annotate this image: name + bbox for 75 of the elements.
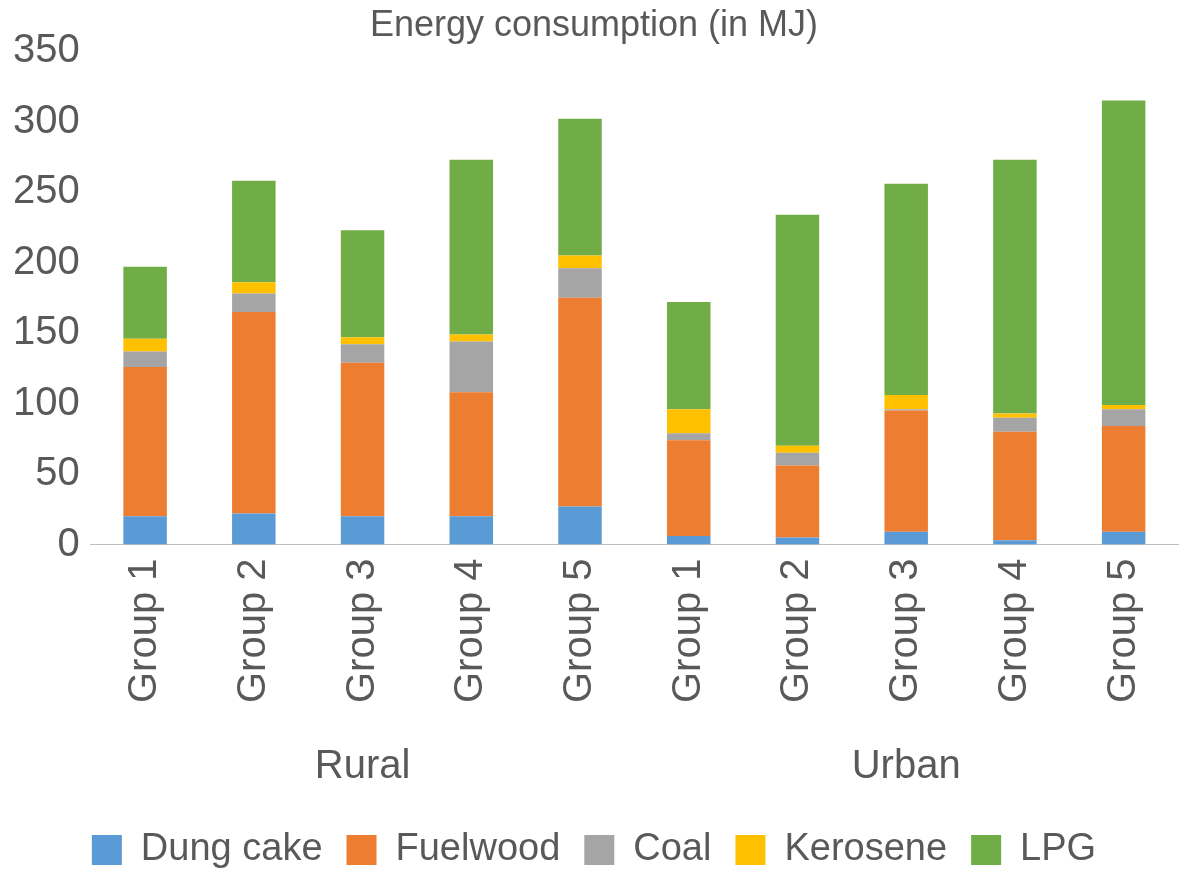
bar	[993, 159, 1037, 414]
bar	[340, 337, 385, 345]
legend-label: Fuelwood	[395, 826, 561, 869]
bar	[340, 344, 385, 363]
legend-label: Dung cake	[140, 826, 323, 869]
bar	[884, 410, 928, 532]
bar	[123, 266, 167, 339]
legend-label: Kerosene	[784, 826, 948, 869]
y-tick-label: 350	[12, 26, 80, 71]
y-tick-label: 100	[12, 378, 80, 423]
bar	[666, 409, 711, 434]
bar	[232, 311, 276, 514]
bar	[666, 536, 711, 545]
bar	[1101, 409, 1146, 427]
bar	[884, 531, 928, 545]
bar	[123, 516, 167, 545]
bar	[449, 516, 494, 545]
y-tick-label: 0	[57, 519, 80, 564]
x-tick-label: Group 1	[120, 558, 165, 703]
bar	[884, 395, 928, 410]
bar	[775, 445, 820, 453]
y-tick-label: 300	[12, 96, 80, 141]
x-tick-label: Group 3	[881, 558, 926, 703]
bar	[449, 334, 494, 342]
x-tick-label: Group 4	[989, 558, 1034, 703]
bar	[558, 118, 602, 256]
chart-title: Energy consumption (in MJ)	[369, 2, 819, 44]
bar	[993, 540, 1037, 545]
bar	[340, 516, 385, 545]
bar	[123, 366, 167, 517]
bar	[340, 230, 385, 338]
bar	[123, 351, 167, 367]
x-tick-label: Group 4	[446, 558, 491, 703]
bar	[775, 537, 820, 545]
y-tick-label: 250	[12, 167, 80, 212]
bar	[775, 452, 820, 466]
bar	[449, 392, 494, 517]
bar	[232, 180, 276, 283]
bar	[666, 433, 711, 441]
bar	[993, 413, 1037, 418]
text: Rural	[314, 742, 411, 787]
bar	[666, 302, 711, 410]
x-tick-label: Group 2	[228, 558, 273, 703]
y-tick-label: 50	[35, 449, 80, 494]
y-tick-label: 150	[12, 308, 80, 353]
legend-label: Coal	[633, 826, 712, 869]
bar	[1101, 100, 1146, 405]
bar	[558, 297, 602, 507]
bar	[232, 282, 276, 294]
bar	[449, 159, 494, 335]
bar	[558, 255, 602, 269]
bar	[340, 362, 385, 517]
x-tick-label: Group 2	[772, 558, 817, 703]
bar	[666, 440, 711, 537]
x-tick-label: Group 5	[555, 558, 600, 703]
bar	[884, 183, 928, 396]
bar	[558, 268, 602, 298]
bar	[1101, 531, 1146, 545]
x-tick-label: Group 5	[1098, 558, 1143, 703]
x-tick-label: Group 1	[663, 558, 708, 703]
bar	[123, 338, 167, 352]
bar	[1101, 404, 1146, 410]
bar	[449, 341, 494, 393]
bar	[993, 431, 1037, 541]
bar	[232, 293, 276, 312]
legend-label: LPG	[1020, 826, 1097, 869]
bar	[1101, 426, 1146, 532]
x-tick-label: Group 3	[337, 558, 382, 703]
bar	[775, 214, 820, 446]
y-tick-label: 200	[12, 237, 80, 282]
text: Urban	[851, 742, 961, 787]
bar	[558, 506, 602, 545]
bar	[232, 513, 276, 545]
bar	[993, 417, 1037, 432]
bar	[775, 465, 820, 538]
